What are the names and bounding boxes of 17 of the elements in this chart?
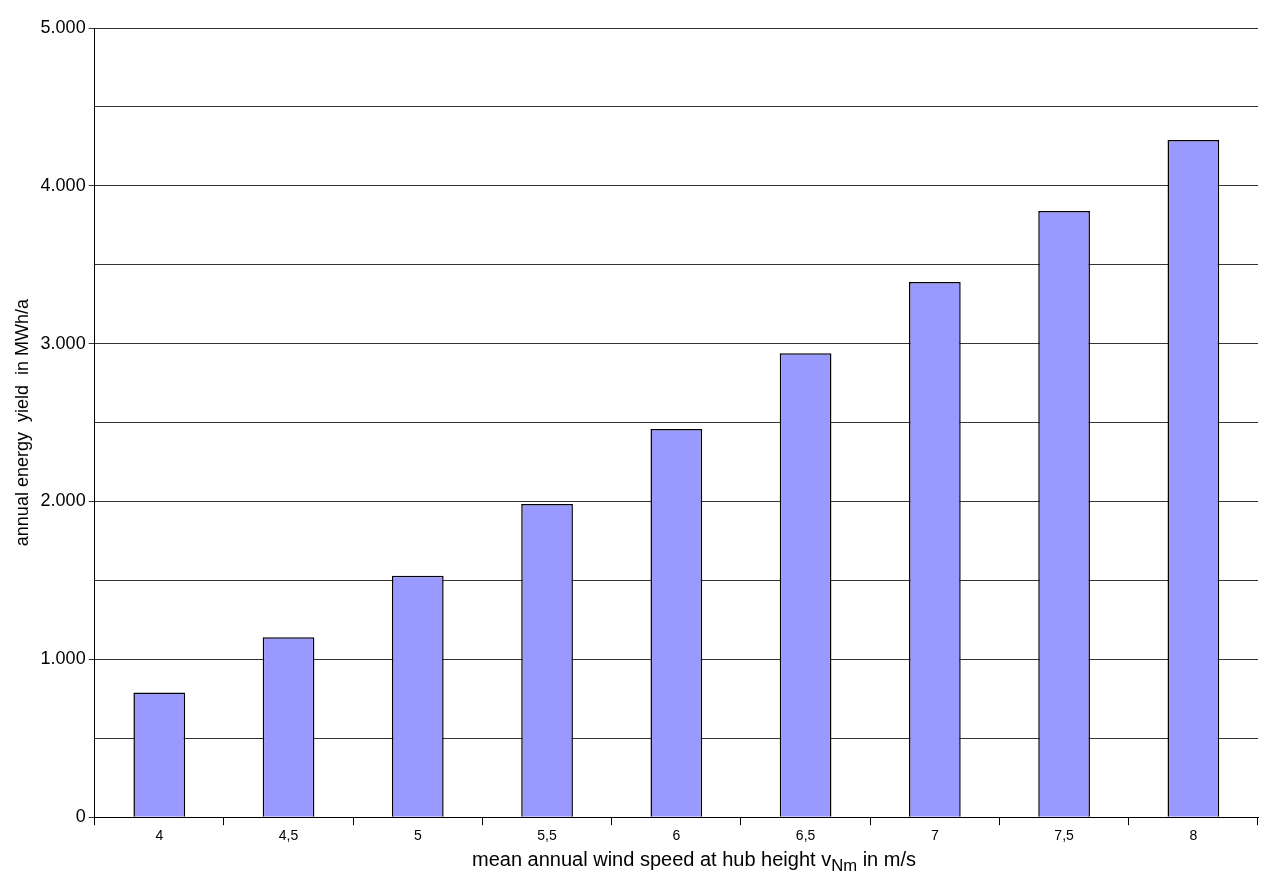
x-tick-label: 6,5 [795,827,816,844]
y-tick-label: 3.000 [40,332,86,353]
x-tick-label: 7 [930,827,939,844]
x-tick-label: 4,5 [278,827,299,844]
y-tick-label: 0 [75,806,86,827]
x-tick-label: 6 [672,827,681,844]
x-tick-label: 8 [1189,827,1198,844]
x-tick-label: 7,5 [1054,827,1075,844]
x-tick-label: 4 [155,827,164,844]
y-tick-label: 1.000 [40,648,86,669]
y-tick-label: 4.000 [40,174,86,195]
x-tick-label: 5 [413,827,422,844]
x-tick-label: 5,5 [537,827,557,844]
y-tick-label: 5.000 [40,16,86,37]
x-axis-title: mean annual wind speed at hub height v$_{Nm}$ in m/s [471,848,917,876]
y-axis-title: annual energy yield in MWh/a [11,298,32,547]
y-tick-label: 2.000 [40,490,86,511]
